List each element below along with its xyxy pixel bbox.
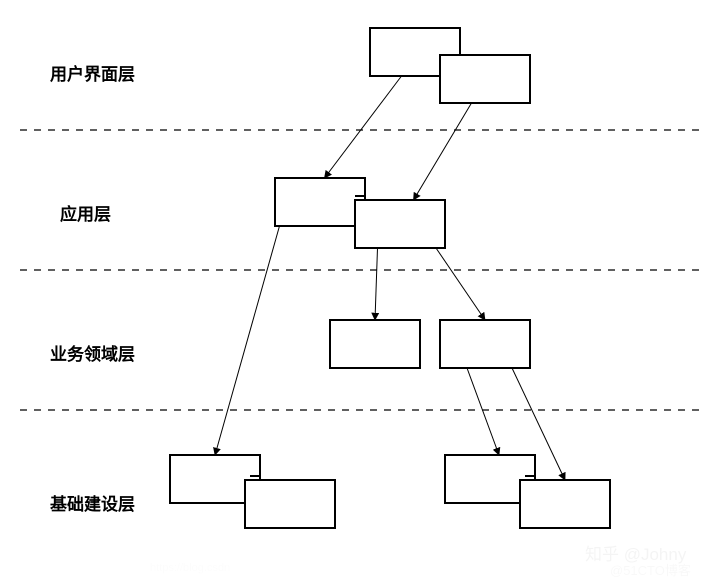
layer-label-app: 应用层 xyxy=(60,200,111,225)
node-app1 xyxy=(275,178,365,226)
edges xyxy=(215,76,565,480)
edge xyxy=(375,248,378,320)
node-dom1 xyxy=(330,320,420,368)
layer-label-infra: 基础建设层 xyxy=(50,490,135,515)
edge xyxy=(325,76,402,178)
layer-label-ui: 用户界面层 xyxy=(50,60,135,85)
node-inf2 xyxy=(245,480,335,528)
edge xyxy=(215,226,280,455)
node-dom2 xyxy=(440,320,530,368)
node-app2 xyxy=(355,200,445,248)
edge xyxy=(436,248,485,320)
node-ui2 xyxy=(440,55,530,103)
watermark-1: @51CTO博客 xyxy=(610,560,691,577)
edge xyxy=(414,103,472,200)
nodes xyxy=(170,28,610,528)
watermark-2: https://blog.csdn xyxy=(150,562,230,574)
node-inf4 xyxy=(520,480,610,528)
layer-label-domain: 业务领域层 xyxy=(50,340,135,365)
edge xyxy=(467,368,499,455)
